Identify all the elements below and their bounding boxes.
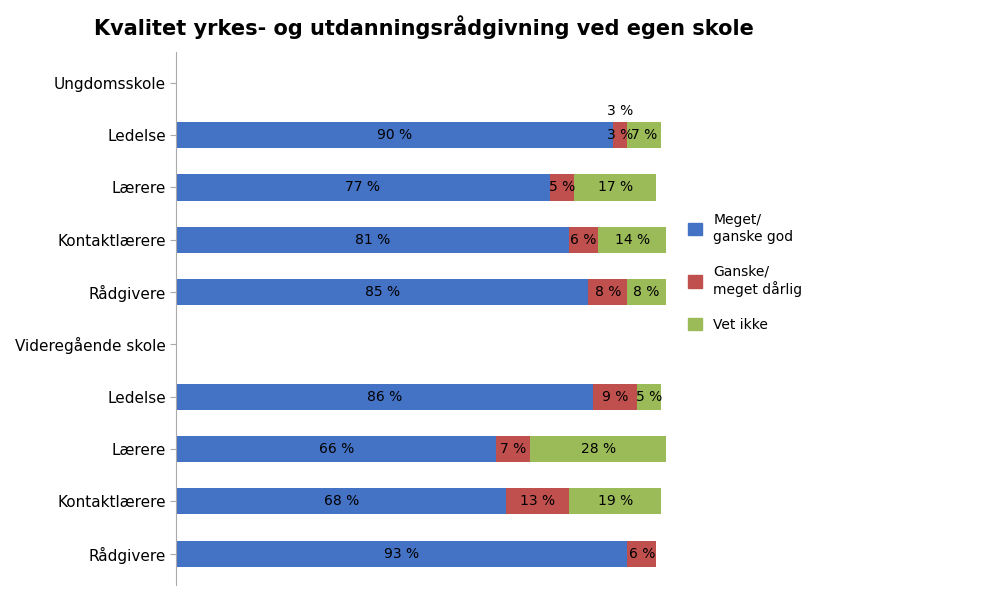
Bar — [176, 488, 506, 514]
Text: 7 %: 7 % — [500, 442, 527, 456]
Text: 9 %: 9 % — [602, 390, 628, 404]
Bar — [496, 436, 530, 462]
Bar — [176, 227, 569, 253]
Text: 14 %: 14 % — [614, 233, 650, 247]
Bar — [549, 175, 574, 200]
Bar — [506, 488, 569, 514]
Bar — [594, 383, 637, 410]
Text: 86 %: 86 % — [368, 390, 402, 404]
Bar — [176, 122, 612, 148]
Bar — [574, 175, 657, 200]
Bar — [627, 279, 666, 305]
Text: 28 %: 28 % — [581, 442, 615, 456]
Text: 90 %: 90 % — [376, 128, 412, 142]
Bar — [612, 122, 627, 148]
Text: 93 %: 93 % — [384, 547, 420, 560]
Bar — [176, 175, 549, 200]
Text: 7 %: 7 % — [631, 128, 658, 142]
Text: 85 %: 85 % — [365, 285, 400, 299]
Text: 5 %: 5 % — [549, 181, 575, 194]
Text: 6 %: 6 % — [629, 547, 655, 560]
Bar — [530, 436, 666, 462]
Bar — [176, 279, 589, 305]
Bar — [176, 436, 496, 462]
Text: 17 %: 17 % — [598, 181, 633, 194]
Bar — [569, 227, 599, 253]
Bar — [599, 227, 666, 253]
Text: 66 %: 66 % — [318, 442, 354, 456]
Text: 6 %: 6 % — [570, 233, 597, 247]
Text: 8 %: 8 % — [633, 285, 660, 299]
Bar — [176, 383, 594, 410]
Title: Kvalitet yrkes- og utdanningsrådgivning ved egen skole: Kvalitet yrkes- og utdanningsrådgivning … — [93, 15, 754, 39]
Text: 81 %: 81 % — [355, 233, 390, 247]
Legend: Meget/
ganske god, Ganske/
meget dårlig, Vet ikke: Meget/ ganske god, Ganske/ meget dårlig,… — [683, 208, 808, 337]
Text: 68 %: 68 % — [323, 494, 359, 508]
Bar — [176, 541, 627, 566]
Text: 3 %: 3 % — [607, 128, 633, 142]
Text: 3 %: 3 % — [607, 104, 633, 118]
Bar — [589, 279, 627, 305]
Text: 5 %: 5 % — [636, 390, 663, 404]
Text: 19 %: 19 % — [598, 494, 633, 508]
Text: 77 %: 77 % — [345, 181, 380, 194]
Bar — [627, 122, 662, 148]
Text: 13 %: 13 % — [520, 494, 555, 508]
Text: 8 %: 8 % — [595, 285, 621, 299]
Bar — [569, 488, 662, 514]
Bar — [627, 541, 657, 566]
Bar — [637, 383, 662, 410]
